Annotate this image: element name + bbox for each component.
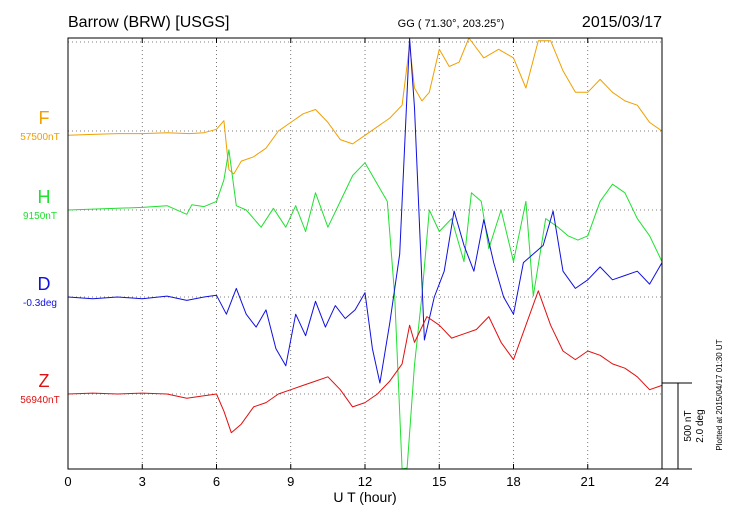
date-label: 2015/03/17	[582, 14, 662, 31]
series-line-z	[67, 290, 663, 434]
x-tick-label: 18	[506, 474, 520, 489]
x-axis-ticks: 0 3 6 9 12 15 18 21 24	[64, 38, 669, 489]
x-tick-label: 6	[213, 474, 220, 489]
x-tick-label: 3	[139, 474, 146, 489]
series-name-d: D	[38, 274, 51, 294]
scale-label-deg: 2.0 deg	[695, 409, 706, 442]
series-name-h: H	[38, 187, 51, 207]
series-labels: F 57500nT H 9150nT D -0.3deg Z 56940nT	[20, 108, 59, 406]
series-name-f: F	[39, 108, 50, 128]
x-tick-label: 24	[655, 474, 669, 489]
series-name-z: Z	[39, 371, 50, 391]
series-line-h	[67, 149, 663, 470]
series-line-d	[67, 37, 663, 384]
data-traces	[67, 37, 663, 470]
series-line-f	[67, 37, 663, 175]
x-tick-label: 12	[358, 474, 372, 489]
series-baseline-d: -0.3deg	[23, 298, 57, 309]
x-tick-label: 9	[287, 474, 294, 489]
x-tick-label: 0	[64, 474, 71, 489]
station-title: Barrow (BRW) [USGS]	[68, 14, 230, 31]
series-baseline-h: 9150nT	[23, 211, 57, 222]
x-tick-label: 21	[581, 474, 595, 489]
scale-bar: 500 nT 2.0 deg	[662, 382, 706, 470]
series-baseline-f: 57500nT	[20, 132, 59, 143]
series-baseline-z: 56940nT	[20, 395, 59, 406]
x-axis-label: U T (hour)	[333, 489, 396, 505]
plotted-at-note: Plotted at 2015/04/17 01:30 UT	[715, 339, 724, 450]
x-tick-label: 15	[432, 474, 446, 489]
scale-label-nt: 500 nT	[683, 410, 694, 441]
coords-label: GG ( 71.30°, 203.25°)	[398, 18, 505, 30]
grid-lines	[68, 38, 662, 469]
